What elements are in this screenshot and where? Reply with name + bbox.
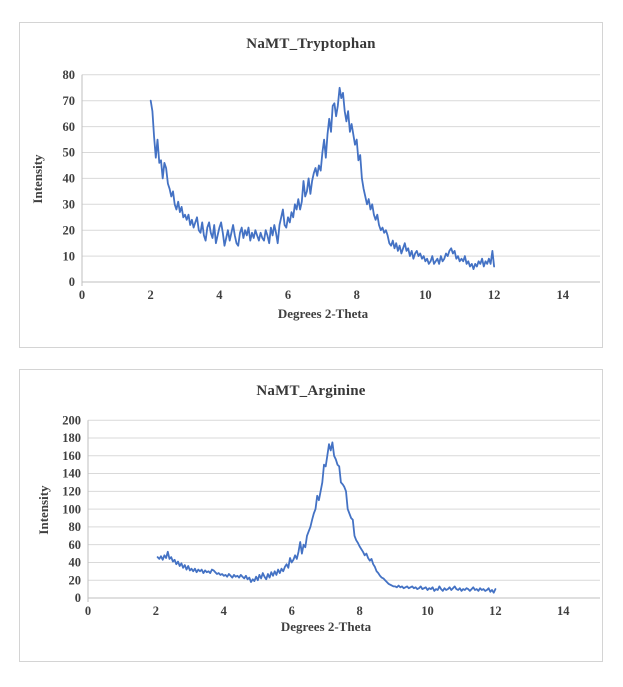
y-tick-label: 20 xyxy=(63,223,76,237)
x-tick-label: 12 xyxy=(488,288,501,302)
x-tick-label: 14 xyxy=(557,288,570,302)
x-tick-label: 12 xyxy=(489,604,502,618)
chart-panel-tryptophan: NaMT_Tryptophan Intensity 0 10 20 30 40 50 60 7… xyxy=(19,22,603,348)
chart-panel-arginine: NaMT_Arginine Intensity 0 20 40 60 80 100 120 1… xyxy=(19,369,603,662)
y-tick-label: 180 xyxy=(62,431,81,445)
data-line xyxy=(149,86,496,271)
x-tick-label: 0 xyxy=(85,604,91,618)
x-tick-label: 4 xyxy=(216,288,223,302)
y-tick-label: 200 xyxy=(62,413,81,427)
y-tick-label: 40 xyxy=(69,556,82,570)
x-tick-label: 4 xyxy=(221,604,228,618)
y-tick-label: 140 xyxy=(62,467,81,481)
x-tick-label: 8 xyxy=(356,604,362,618)
x-tick-label: 8 xyxy=(354,288,360,302)
y-tick-label: 20 xyxy=(69,573,82,587)
x-tick-label: 2 xyxy=(148,288,154,302)
y-tick-label: 80 xyxy=(63,68,76,82)
y-tick-label: 10 xyxy=(63,249,76,263)
x-tick-label: 0 xyxy=(79,288,85,302)
x-tick-label: 10 xyxy=(419,288,432,302)
y-tick-label: 60 xyxy=(69,538,82,552)
y-tick-label: 30 xyxy=(63,198,76,212)
x-axis-title: Degrees 2-Theta xyxy=(280,619,372,634)
x-tick-label: 10 xyxy=(421,604,434,618)
x-tick-label: 14 xyxy=(557,604,570,618)
data-line xyxy=(156,441,497,594)
y-tick-label: 0 xyxy=(69,275,75,289)
chart-title: NaMT_Arginine xyxy=(256,383,366,399)
y-tick-label: 40 xyxy=(63,172,76,186)
y-tick-label: 0 xyxy=(75,591,81,605)
y-tick-label: 70 xyxy=(63,94,76,108)
plot-area: 0 10 20 30 40 50 60 70 80 0 2 4 6 8 10 12 14 xyxy=(63,68,600,302)
y-tick-label: 80 xyxy=(69,520,82,534)
x-tick-label: 6 xyxy=(285,288,291,302)
y-tick-label: 160 xyxy=(62,449,81,463)
x-tick-label: 2 xyxy=(153,604,159,618)
x-tick-label: 6 xyxy=(289,604,295,618)
y-tick-label: 60 xyxy=(63,120,76,134)
y-tick-label: 100 xyxy=(62,502,81,516)
x-axis-title: Degrees 2-Theta xyxy=(277,306,369,321)
plot-area: 0 20 40 60 80 100 120 140 160 180 200 0 2 4 6 8 10 12 14 xyxy=(62,413,600,618)
y-tick-label: 120 xyxy=(62,485,81,499)
chart-title: NaMT_Tryptophan xyxy=(246,36,376,52)
y-tick-label: 50 xyxy=(63,146,76,160)
